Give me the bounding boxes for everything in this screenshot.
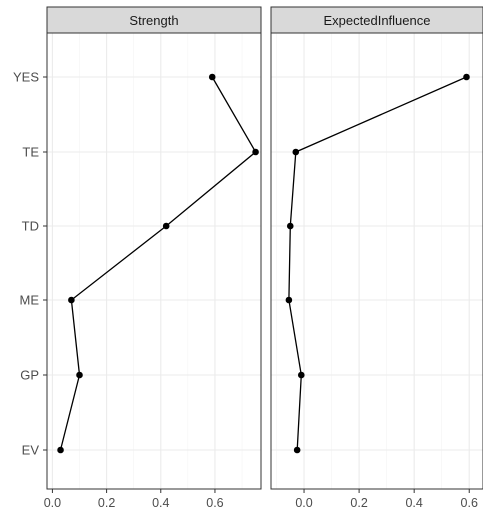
chart-panels: Strength 0.0 0.2 0.4 0.6 ExpectedInfluence 0.0… [44,6,483,510]
panel-border [270,32,483,490]
grid [47,33,261,489]
x-tick-label: 0.4 [405,496,422,510]
facet-title: Strength [129,13,178,28]
plot-area [47,33,261,489]
plot-area [271,33,483,489]
data-point-gp [76,371,83,379]
data-point-yes [208,73,216,81]
data-point-td [286,222,294,230]
x-tick-label: 0.0 [44,496,61,510]
x-tick-label: 0.2 [350,496,367,510]
data-point-ev [57,446,64,454]
data-point-me [285,296,293,304]
x-tick-label: 0.6 [206,496,223,510]
panel-expectedinfluence: ExpectedInfluence 0.0 0.2 0.4 0.6 [270,6,483,510]
facet-strip [270,6,483,34]
y-tick-label-te: TE [22,145,39,160]
data-point-te [252,148,259,156]
x-tick-label: 0.4 [152,496,169,510]
x-tick-label: 0.6 [461,496,478,510]
y-axis-labels: YES TE TD ME GP EV [13,70,47,458]
panel-strength: Strength 0.0 0.2 0.4 0.6 [44,6,262,510]
series-line [288,76,467,451]
facet-title: ExpectedInfluence [324,13,431,28]
data-point-yes [463,73,470,81]
data-point-td [162,222,170,230]
y-tick-label-gp: GP [20,368,39,383]
x-tick-label: 0.0 [295,496,312,510]
data-point-ev [293,446,301,454]
grid [271,33,483,489]
series-line [59,76,257,451]
data-point-gp [297,371,305,379]
data-point-me [68,296,75,304]
y-tick-label-ev: EV [22,443,40,458]
x-tick-label: 0.2 [98,496,115,510]
y-tick-label-td: TD [22,219,39,234]
y-tick-label-me: ME [20,293,40,308]
data-point-te [292,148,300,156]
panel-border [46,32,262,490]
y-tick-label-yes: YES [13,70,39,85]
